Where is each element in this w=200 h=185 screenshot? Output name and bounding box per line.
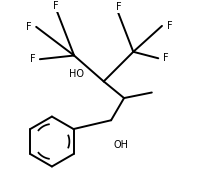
Text: HO: HO	[69, 69, 84, 79]
Text: F: F	[26, 22, 32, 32]
Text: OH: OH	[114, 140, 129, 150]
Text: F: F	[53, 1, 58, 11]
Text: F: F	[167, 21, 172, 31]
Text: F: F	[163, 53, 169, 63]
Text: F: F	[30, 54, 35, 64]
Text: F: F	[116, 2, 121, 12]
